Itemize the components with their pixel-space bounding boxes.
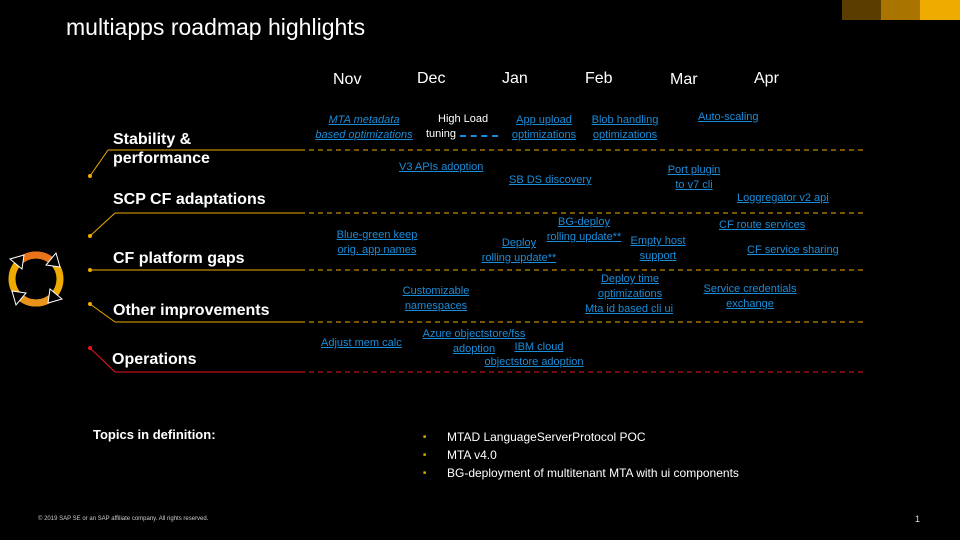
item-sb-ds-discovery[interactable]: SB DS discovery (509, 174, 592, 186)
item-line: namespaces (404, 300, 468, 312)
item-line: Blue-green keep (336, 229, 418, 241)
item-line: Azure objectstore/fss (422, 328, 526, 340)
item-line: optimizations (511, 129, 577, 141)
item-line: Deploy time (600, 273, 660, 285)
item-line: MTA metadata (328, 114, 400, 126)
item-adjust-mem-calc[interactable]: Adjust mem calc (321, 337, 402, 349)
lane-line-scp (88, 212, 865, 238)
item-line: Service credentials (703, 283, 797, 295)
month-dec: Dec (417, 70, 446, 87)
item-line: adoption (452, 343, 496, 355)
item-line: orig. app names (337, 244, 417, 256)
brand-bar-mid (881, 0, 920, 20)
lane-line-stability (88, 149, 865, 178)
item-line: Blob handling (591, 114, 659, 126)
topic-text: MTAD LanguageServerProtocol POC (447, 430, 646, 444)
item-blob-handling[interactable]: Blob handling optimizations (588, 113, 662, 143)
item-port-plugin[interactable]: Port plugin to v7 cli (664, 163, 724, 193)
item-line: rolling update** (481, 252, 557, 264)
item-bg-deploy-rolling-update[interactable]: BG-deploy rolling update** (541, 215, 627, 245)
item-deploy-time-optimizations[interactable]: Deploy time optimizations (593, 272, 667, 302)
category-cf-platform-gaps: CF platform gaps (113, 250, 245, 267)
item-deploy-rolling-update[interactable]: Deploy rolling update** (476, 236, 562, 266)
brand-bar-light (920, 0, 960, 20)
item-line: optimizations (592, 129, 658, 141)
month-apr: Apr (754, 70, 779, 87)
category-operations: Operations (112, 351, 197, 368)
topic-item: ■ MTA v4.0 (423, 446, 739, 464)
month-feb: Feb (585, 70, 613, 87)
item-mta-id-cli-ui[interactable]: Mta id based cli ui (585, 303, 674, 315)
month-nov: Nov (333, 71, 362, 88)
item-customizable-namespaces[interactable]: Customizable namespaces (398, 284, 474, 314)
item-line: based optimizations (315, 129, 413, 141)
item-line: support (639, 250, 677, 262)
topics-list: ■ MTAD LanguageServerProtocol POC ■ MTA v4… (423, 428, 739, 482)
topic-item: ■ BG-deployment of multitenant MTA with u… (423, 464, 739, 482)
month-jan: Jan (502, 70, 528, 87)
item-line: rolling update** (546, 231, 622, 243)
item-line: optimizations (597, 288, 663, 300)
category-other-improvements: Other improvements (113, 302, 270, 319)
month-mar: Mar (670, 71, 698, 88)
item-loggregator[interactable]: Loggregator v2 api (737, 192, 829, 204)
item-blue-green-keep[interactable]: Blue-green keep orig. app names (332, 228, 422, 258)
topic-item: ■ MTAD LanguageServerProtocol POC (423, 428, 739, 446)
lane-line-cf (88, 268, 865, 272)
topic-text: MTA v4.0 (447, 448, 497, 462)
item-line: Port plugin (667, 164, 721, 176)
item-line: to v7 cli (675, 179, 713, 191)
item-line: tuning (426, 128, 456, 140)
bullet-icon: ■ (423, 470, 427, 476)
item-ibm-cloud-objectstore[interactable]: IBM cloud objectstore adoption (478, 340, 590, 370)
page-title: multiapps roadmap highlights (66, 14, 366, 40)
item-cf-service-sharing[interactable]: CF service sharing (747, 244, 839, 256)
copyright-footer: © 2019 SAP SE or an SAP affiliate compan… (38, 516, 209, 522)
item-app-upload[interactable]: App upload optimizations (507, 113, 581, 143)
category-stability-line1: Stability & (113, 131, 192, 148)
item-line: objectstore adoption (484, 356, 584, 368)
lane-line-other (88, 302, 865, 323)
item-high-load-tuning[interactable]: High Load tuning (426, 112, 498, 142)
item-auto-scaling[interactable]: Auto-scaling (698, 111, 759, 123)
bullet-icon: ■ (423, 452, 427, 458)
topics-in-definition-label: Topics in definition: (93, 427, 216, 442)
dashed-underline (459, 135, 498, 137)
item-service-credentials[interactable]: Service credentials exchange (698, 282, 802, 312)
bullet-icon: ■ (423, 434, 427, 440)
item-line: High Load (438, 113, 489, 125)
item-empty-host[interactable]: Empty host support (626, 234, 690, 264)
category-scp-cf-adaptations: SCP CF adaptations (113, 191, 266, 208)
topic-text: BG-deployment of multitenant MTA with ui… (447, 466, 739, 480)
item-line: exchange (726, 298, 774, 310)
lane-line-ops (88, 346, 865, 373)
category-stability: Stability & performance (113, 130, 210, 168)
item-line: App upload (516, 114, 572, 126)
cycle-arrows-icon (8, 251, 64, 307)
item-line: Deploy (501, 237, 537, 249)
item-line: IBM cloud (514, 341, 564, 353)
page-number: 1 (915, 514, 921, 524)
item-line: Customizable (402, 285, 470, 297)
item-cf-route-services[interactable]: CF route services (719, 219, 806, 231)
item-azure-objectstore[interactable]: Azure objectstore/fss adoption (415, 327, 533, 357)
category-stability-line2: performance (113, 150, 210, 167)
brand-bar-dark (842, 0, 881, 20)
item-v3-apis[interactable]: V3 APIs adoption (399, 161, 484, 173)
item-mta-metadata[interactable]: MTA metadata based optimizations (312, 113, 416, 143)
item-line: Empty host (630, 235, 686, 247)
item-line: BG-deploy (558, 216, 610, 228)
